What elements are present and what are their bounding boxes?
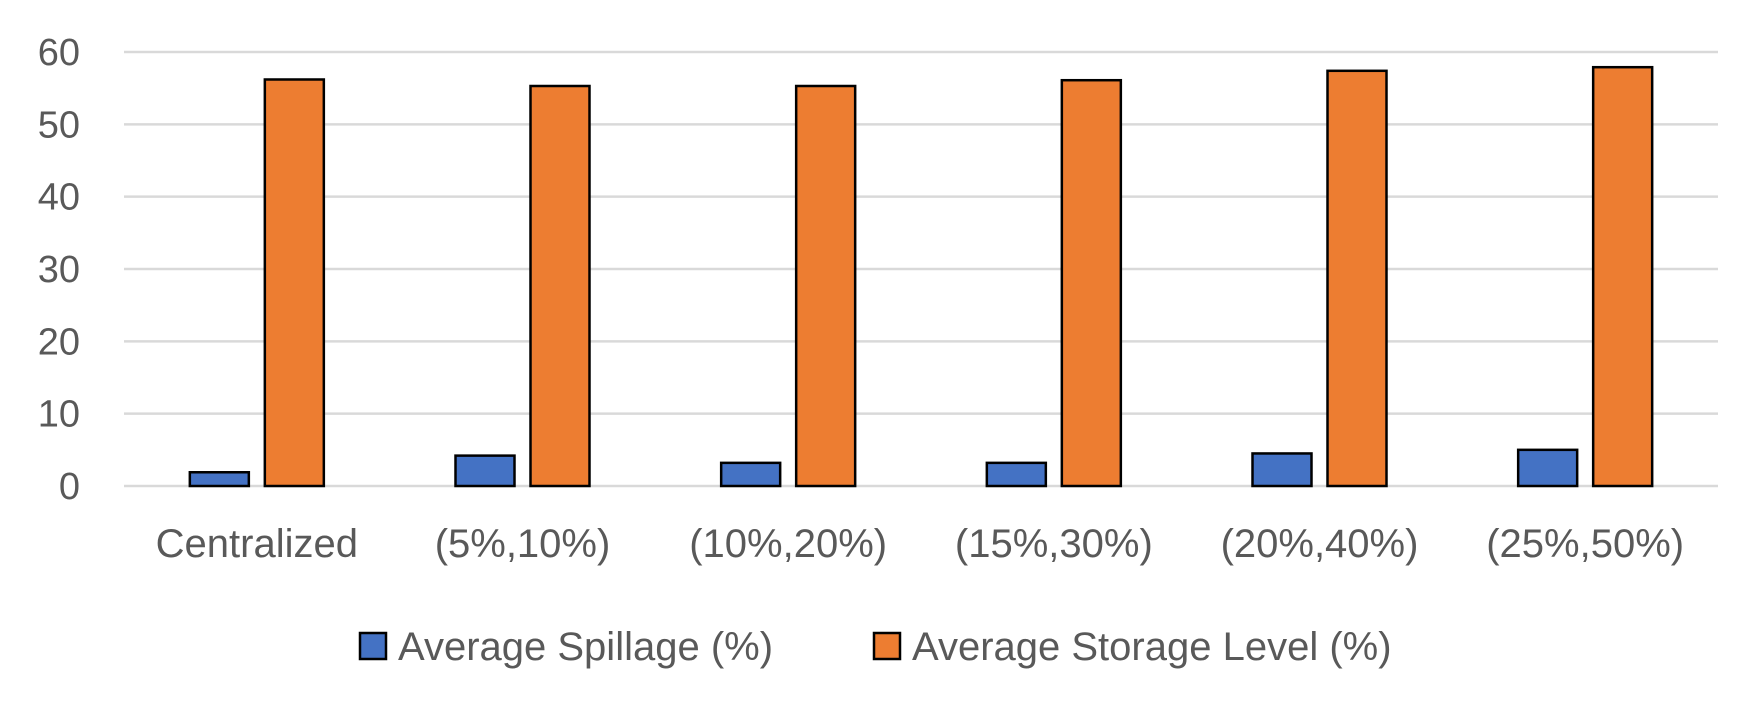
x-tick-label: (20%,40%) [1221, 522, 1419, 566]
y-axis-tick-labels: 0 10 20 30 40 50 60 [38, 32, 80, 508]
legend-swatch-1 [872, 631, 902, 661]
legend-item-1: Average Storage Level (%) [872, 625, 1392, 669]
y-tick-label: 50 [38, 104, 80, 146]
legend: Average Spillage (%) Average Storage Leve… [358, 625, 1392, 669]
x-axis-tick-labels: Centralized (5%,10%) (10%,20%) (15%,30%) (20… [156, 522, 1684, 566]
legend-label-0: Average Spillage (%) [398, 625, 773, 669]
bar-series-0-cat-4 [1251, 452, 1313, 488]
y-tick-label: 0 [59, 466, 80, 508]
bar-series-1-cat-3 [1060, 78, 1123, 488]
y-tick-label: 40 [38, 177, 80, 219]
bar-series-1-cat-0 [263, 78, 326, 488]
bar-series-0-cat-3 [985, 461, 1048, 488]
x-tick-label: (25%,50%) [1486, 522, 1684, 566]
bars [188, 65, 1654, 488]
x-tick-label: (5%,10%) [435, 522, 611, 566]
bar-series-1-cat-1 [529, 84, 591, 488]
legend-swatch-0 [358, 631, 388, 661]
bar-series-0-cat-1 [454, 454, 516, 488]
bar-series-1-cat-5 [1591, 65, 1654, 488]
bar-series-0-cat-0 [188, 471, 251, 488]
y-tick-label: 20 [38, 321, 80, 363]
x-tick-label: (15%,30%) [955, 522, 1153, 566]
gridlines [124, 50, 1718, 488]
bar-series-1-cat-4 [1326, 69, 1388, 488]
y-tick-label: 10 [38, 394, 80, 436]
legend-label-1: Average Storage Level (%) [912, 625, 1392, 669]
bar-series-0-cat-5 [1516, 448, 1579, 488]
y-tick-label: 60 [38, 32, 80, 74]
bar-series-0-cat-2 [719, 461, 782, 488]
x-tick-label: (10%,20%) [689, 522, 887, 566]
legend-item-0: Average Spillage (%) [358, 625, 773, 669]
x-tick-label: Centralized [156, 522, 358, 566]
bar-series-1-cat-2 [794, 84, 857, 488]
y-tick-label: 30 [38, 249, 80, 291]
